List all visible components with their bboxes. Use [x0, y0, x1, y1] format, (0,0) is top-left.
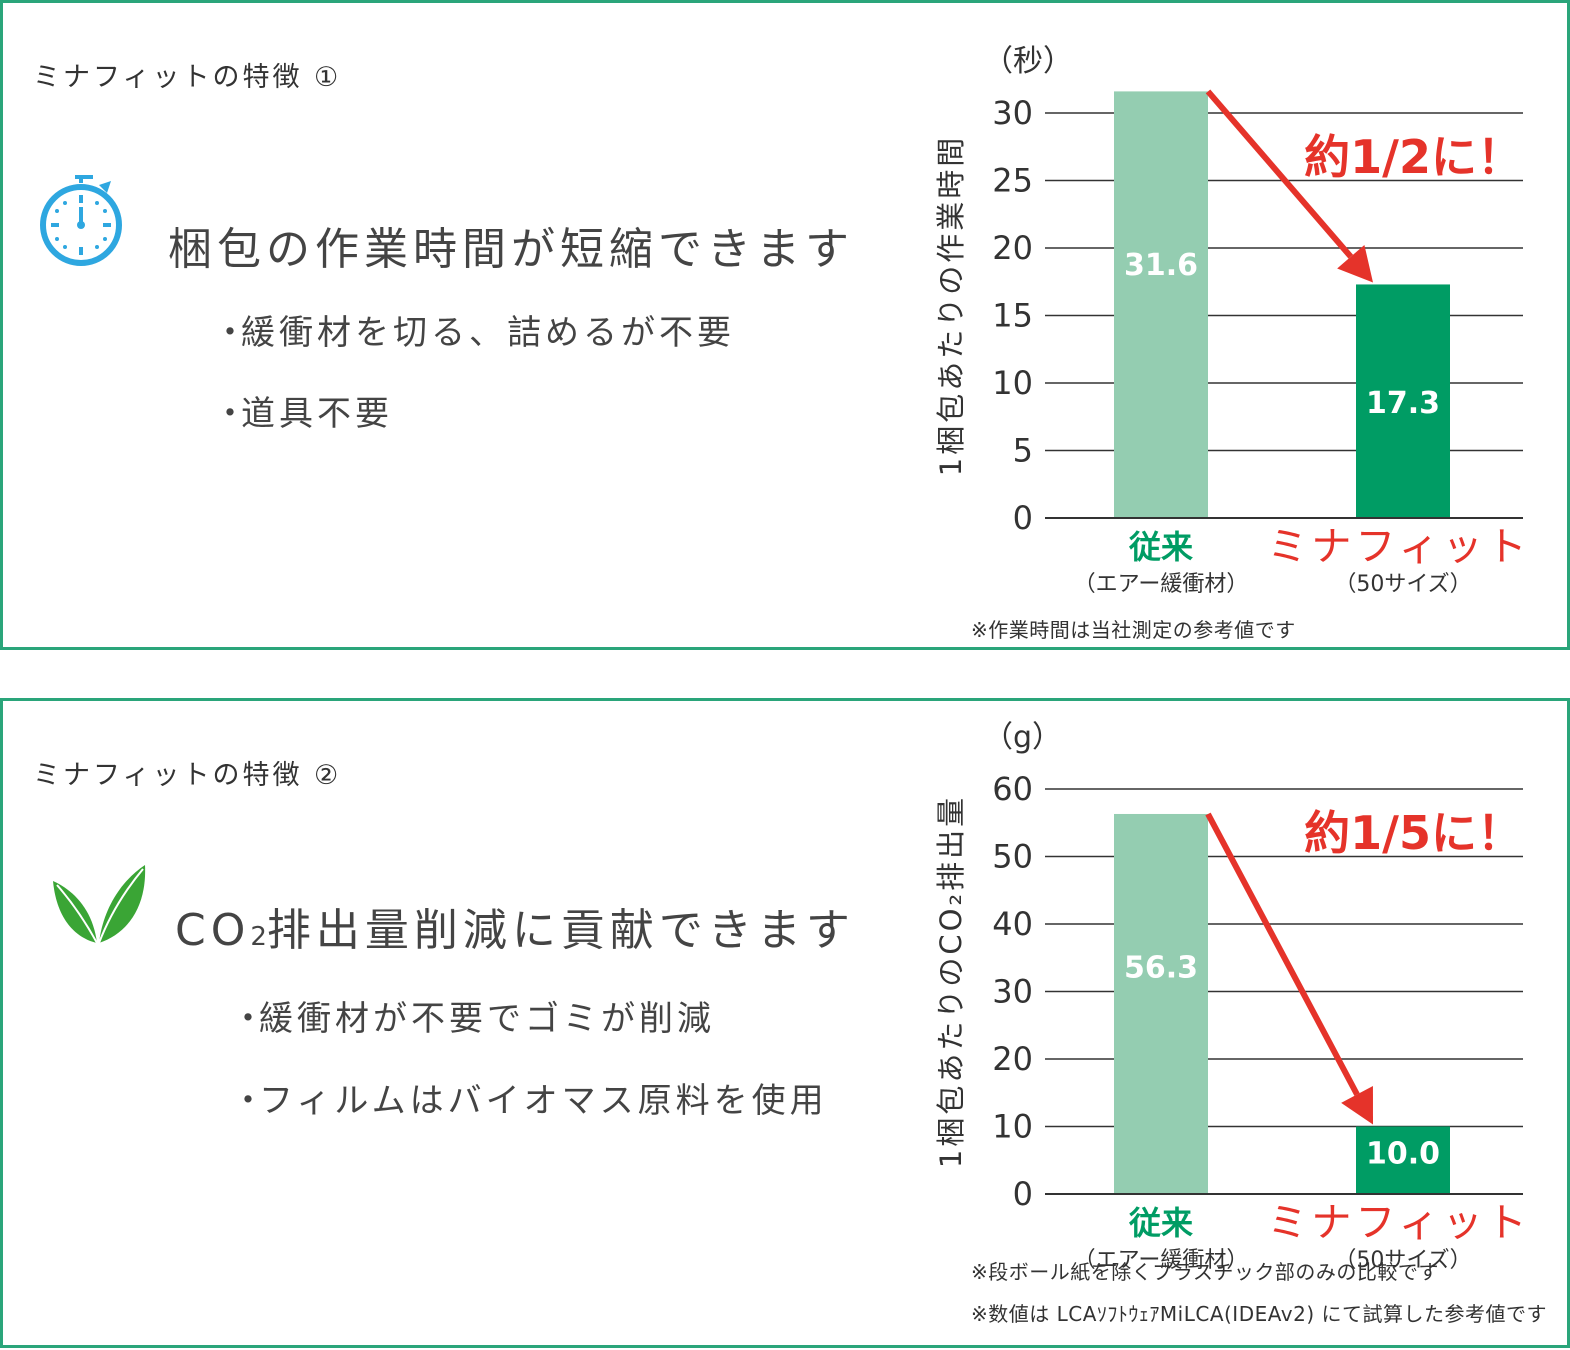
y-axis-unit: （秒） — [983, 44, 1073, 79]
bullet-text: 道具不要 — [241, 394, 393, 434]
bullet-text: 緩衝材を切る、詰めるが不要 — [241, 313, 735, 353]
arrow-head — [1337, 244, 1373, 283]
y-axis-label: 1梱包あたりのCO₂排出量 — [934, 795, 968, 1168]
y-axis-unit: （g） — [983, 720, 1062, 755]
bar — [1114, 813, 1208, 1194]
bullet-item: ・緩衝材を切る、詰めるが不要 — [213, 313, 735, 353]
category-label: 従来 — [1128, 528, 1193, 566]
headline-subscript: 2 — [250, 922, 267, 952]
reduction-annotation: 約1/2に！ — [1304, 130, 1523, 184]
y-tick-label: 60 — [992, 770, 1033, 808]
headline: CO2排出量削減に貢献できます — [175, 894, 855, 958]
data-label: 31.6 — [1124, 248, 1198, 283]
bar-chart: （g） 1梱包あたりのCO₂排出量 0 10 20 30 40 50 60 56.3 10.0 従来 ミ… — [923, 709, 1563, 1319]
footnote: ※段ボール紙を除くプラスチック部のみの比較です — [971, 1260, 1439, 1284]
bullet-item: ・フィルムはバイオマス原料を使用 — [231, 1081, 828, 1121]
bullet-item: ・道具不要 — [213, 394, 393, 434]
feature-panel-2: ミナフィットの特徴 ② CO2排出量削減に貢献できます ・緩衝材が不要でゴミが削… — [0, 698, 1570, 1348]
feature-panel-1: ミナフィットの特徴 ① 梱包の作業時間が短縮できます ・緩衝材を切る、詰めるが不… — [0, 0, 1570, 650]
feature-label: ミナフィットの特徴 ① — [33, 62, 342, 93]
bar-chart-svg: （秒） 1梱包あたりの作業時間 0 5 10 15 20 25 30 31.6 17.3 従来 ミナフィ… — [934, 44, 1530, 597]
y-axis-label: 1梱包あたりの作業時間 — [934, 135, 968, 476]
y-tick-label: 20 — [992, 229, 1033, 267]
data-label: 10.0 — [1366, 1137, 1440, 1172]
headline: 梱包の作業時間が短縮できます — [168, 224, 854, 275]
y-tick-label: 20 — [992, 1040, 1033, 1078]
category-sublabel: （50サイズ） — [1334, 1248, 1471, 1273]
data-label: 17.3 — [1366, 386, 1440, 421]
bar — [1356, 1126, 1450, 1194]
reduction-arrow — [1205, 89, 1354, 259]
footnote: ※数値は LCAｿﾌﾄｳｪｱMiLCA(IDEAv2) にて試算した参考値です — [971, 1302, 1547, 1326]
y-tick-label: 0 — [1013, 499, 1033, 537]
category-label: 従来 — [1128, 1204, 1193, 1242]
footnote: ※作業時間は当社測定の参考値です — [971, 618, 1296, 642]
y-tick-label: 30 — [992, 94, 1033, 132]
category-label: ミナフィット — [1267, 1200, 1530, 1246]
bar — [1114, 91, 1208, 519]
bar — [1356, 284, 1450, 518]
category-sublabel: （エアー緩衝材） — [1074, 572, 1249, 597]
category-sublabel: （50サイズ） — [1334, 572, 1471, 597]
bar-chart-svg: （g） 1梱包あたりのCO₂排出量 0 10 20 30 40 50 60 56.3 10.0 従来 ミ… — [934, 720, 1530, 1273]
leaf-icon — [49, 861, 149, 951]
arrow-head — [1341, 1086, 1373, 1125]
category-sublabel: （エアー緩衝材） — [1074, 1248, 1249, 1273]
y-tick-label: 10 — [992, 364, 1033, 402]
y-tick-label: 15 — [992, 297, 1033, 335]
data-label: 56.3 — [1124, 950, 1198, 985]
y-tick-label: 50 — [992, 838, 1033, 876]
feature-label: ミナフィットの特徴 ② — [33, 760, 342, 791]
y-tick-label: 10 — [992, 1108, 1033, 1146]
bullet-text: フィルムはバイオマス原料を使用 — [259, 1081, 828, 1121]
bullet-item: ・緩衝材が不要でゴミが削減 — [231, 999, 715, 1039]
y-tick-label: 5 — [1013, 432, 1033, 470]
reduction-annotation: 約1/5に！ — [1304, 806, 1523, 860]
bar-chart: （秒） 1梱包あたりの作業時間 0 5 10 15 20 25 30 31.6 17.3 従来 ミナフィ… — [923, 33, 1563, 643]
y-tick-label: 25 — [992, 162, 1033, 200]
reduction-arrow — [1205, 812, 1360, 1096]
y-tick-label: 30 — [992, 973, 1033, 1011]
bullet-text: 緩衝材が不要でゴミが削減 — [259, 999, 715, 1039]
y-tick-label: 40 — [992, 905, 1033, 943]
stopwatch-icon — [37, 173, 129, 273]
headline-rest: 排出量削減に貢献できます — [266, 905, 855, 956]
category-label: ミナフィット — [1267, 524, 1530, 570]
y-tick-label: 0 — [1013, 1175, 1033, 1213]
headline-prefix: CO — [175, 905, 251, 956]
